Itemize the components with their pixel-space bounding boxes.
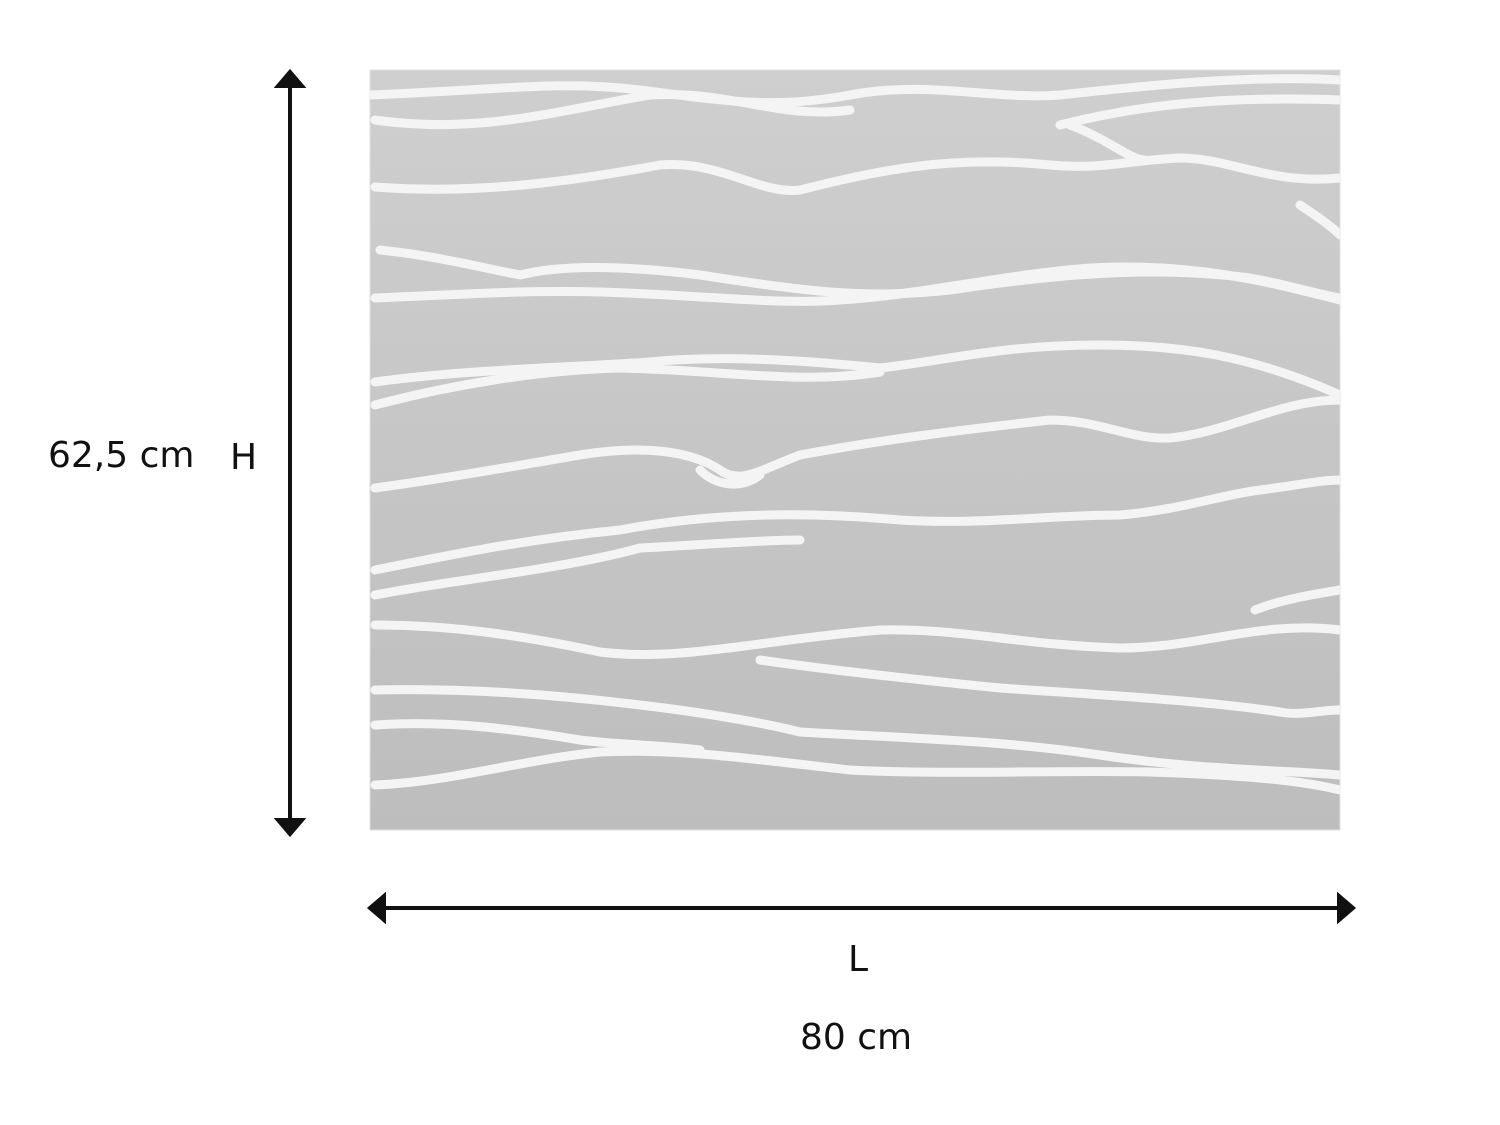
- arrow-head-left-icon: [366, 891, 386, 925]
- wave-panel-image: [369, 69, 1341, 831]
- length-value-label: 80 cm: [800, 1017, 913, 1058]
- height-dimension-arrow: [273, 68, 307, 838]
- arrow-head-right-icon: [1337, 891, 1357, 925]
- height-value-label: 62,5 cm: [48, 435, 195, 476]
- arrow-head-up-icon: [273, 68, 307, 88]
- arrow-head-down-icon: [273, 818, 307, 838]
- length-symbol-label: L: [848, 939, 869, 980]
- height-symbol-label: H: [230, 437, 258, 478]
- length-dimension-arrow: [366, 891, 1357, 925]
